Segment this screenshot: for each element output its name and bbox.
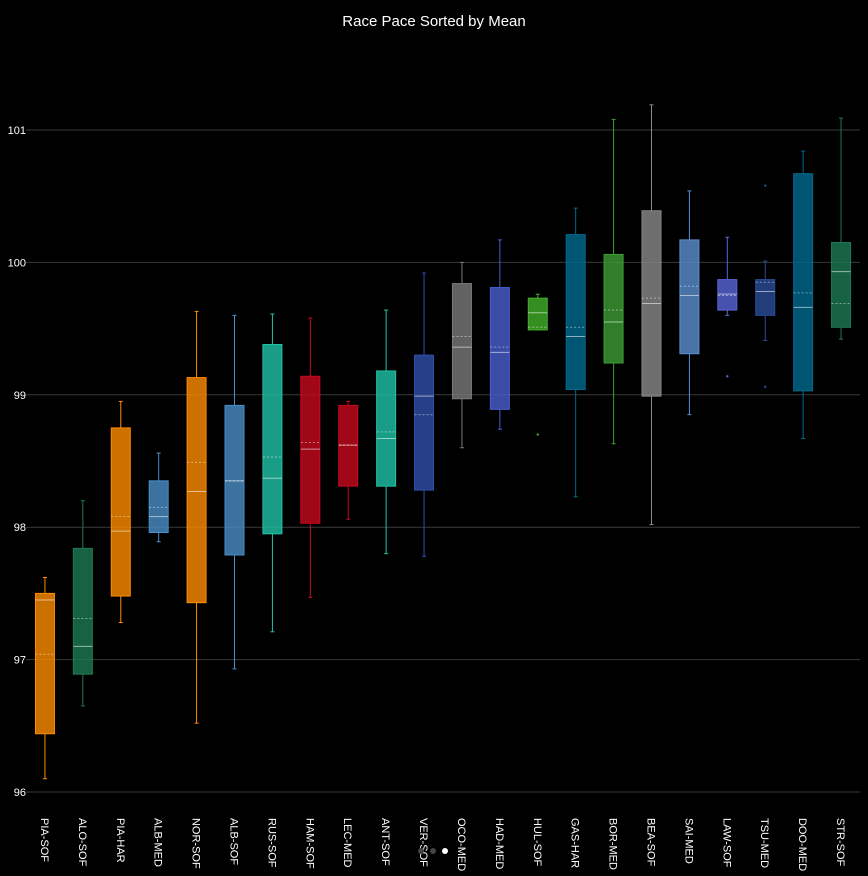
box-doo-med [793, 150, 814, 439]
box-iqr [262, 343, 283, 535]
box-sai-med [679, 190, 700, 416]
box-alb-med [148, 452, 169, 543]
grid-lines [26, 129, 860, 793]
x-tick-label: BOR-MED [607, 818, 619, 870]
x-axis-ticks: PIA-SOF ALO-SOF PIA-HAR ALB-MED NOR-SOF ALB-S… [38, 818, 846, 871]
box-iqr [717, 279, 738, 311]
outlier-point [764, 184, 767, 187]
x-tick-label: DOO-MED [796, 818, 808, 871]
y-tick-label: 101 [8, 125, 26, 137]
x-tick-label: OCO-MED [455, 818, 467, 871]
box-series [34, 104, 852, 780]
box-iqr [414, 354, 435, 491]
box-iqr [679, 239, 700, 355]
box-pia-har [110, 400, 131, 624]
page-dot-3-active[interactable] [442, 848, 448, 854]
box-iqr [793, 173, 814, 392]
page-dot-2[interactable] [430, 848, 436, 854]
box-iqr [186, 377, 207, 604]
x-tick-label: TSU-MED [758, 818, 770, 868]
box-iqr [565, 234, 586, 391]
y-tick-label: 100 [8, 257, 26, 269]
y-tick-label: 98 [14, 522, 26, 534]
x-tick-label: LAW-SOF [720, 818, 732, 868]
x-tick-label: ALO-SOF [76, 818, 88, 867]
box-iqr [338, 404, 359, 487]
x-tick-label: RUS-SOF [265, 818, 277, 868]
outlier-point [764, 385, 767, 389]
x-tick-label: HUL-SOF [531, 818, 543, 867]
box-had-med [489, 239, 510, 430]
chart-title: Race Pace Sorted by Mean [342, 13, 525, 30]
box-iqr [224, 404, 245, 556]
x-tick-label: ALB-SOF [228, 818, 240, 865]
outlier-point [726, 375, 729, 378]
x-tick-label: HAD-MED [493, 818, 505, 869]
box-ant-sof [376, 309, 397, 555]
box-iqr [489, 287, 510, 410]
box-str-sof [831, 117, 852, 340]
box-nor-sof [186, 310, 207, 724]
x-tick-label: BEA-SOF [645, 818, 657, 867]
y-tick-label: 99 [14, 390, 26, 402]
outlier-point [536, 433, 539, 436]
x-tick-label: HAM-SOF [303, 818, 315, 869]
box-iqr [148, 480, 169, 533]
box-iqr [34, 592, 55, 735]
box-ver-sof [414, 272, 435, 557]
box-oco-med [451, 261, 472, 449]
box-iqr [451, 283, 472, 400]
box-law-sof [717, 236, 738, 378]
x-tick-label: PIA-SOF [38, 818, 50, 862]
x-tick-label: ANT-SOF [379, 818, 391, 866]
box-bea-sof [641, 104, 662, 526]
box-lec-med [338, 400, 359, 520]
box-iqr [527, 297, 548, 331]
x-tick-label: GAS-HAR [569, 818, 581, 868]
box-iqr [300, 375, 321, 524]
x-tick-label: PIA-HAR [114, 818, 126, 863]
x-tick-label: VER-SOF [417, 818, 429, 867]
box-iqr [603, 253, 624, 364]
box-iqr [755, 279, 776, 316]
box-gas-har [565, 207, 586, 498]
y-tick-label: 96 [14, 787, 26, 799]
x-tick-label: STR-SOF [834, 818, 846, 867]
box-hul-sof [527, 293, 548, 436]
box-iqr [110, 427, 131, 597]
box-rus-sof [262, 313, 283, 633]
x-tick-label: NOR-SOF [190, 818, 202, 869]
box-bor-med [603, 118, 624, 445]
box-iqr [72, 547, 93, 675]
box-iqr [831, 242, 852, 328]
box-pia-sof [34, 577, 55, 780]
y-tick-label: 97 [14, 655, 26, 667]
x-tick-label: SAI-MED [682, 818, 694, 864]
box-alb-sof [224, 314, 245, 670]
box-alo-sof [72, 500, 93, 707]
x-tick-label: LEC-MED [341, 818, 353, 868]
box-ham-sof [300, 317, 321, 598]
page-dot-1[interactable] [418, 848, 424, 854]
x-tick-label: ALB-MED [152, 818, 164, 867]
box-iqr [376, 370, 397, 487]
box-tsu-med [755, 184, 776, 389]
y-axis-ticks: 96 97 98 99 100 101 [8, 125, 26, 799]
pagination-dots [418, 848, 448, 854]
